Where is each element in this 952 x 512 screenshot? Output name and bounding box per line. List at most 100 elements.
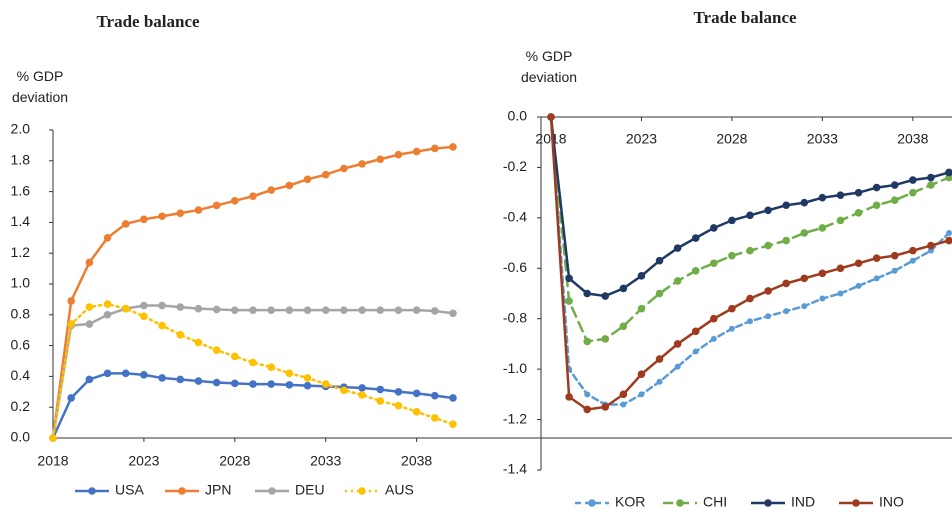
point: [303, 306, 312, 314]
legend-marker: [268, 487, 276, 495]
point: [601, 335, 610, 343]
point: [158, 374, 166, 382]
y-tick-label: 1.2: [11, 244, 31, 260]
y-tick-label: 1.8: [11, 152, 31, 168]
point: [249, 306, 257, 314]
point: [340, 306, 348, 314]
point: [927, 181, 935, 189]
point: [836, 264, 845, 273]
point: [909, 176, 917, 184]
point: [358, 384, 366, 392]
point: [746, 246, 754, 255]
point: [267, 363, 275, 371]
series-line: [51, 302, 455, 440]
legend-label: DEU: [295, 482, 325, 498]
point: [945, 236, 952, 245]
y-tick-label: 1.4: [11, 213, 31, 229]
point: [637, 370, 646, 378]
series-line: [51, 145, 455, 440]
point: [655, 256, 664, 265]
point: [212, 346, 221, 355]
point: [158, 212, 166, 221]
series-line: [51, 304, 455, 440]
y-tick-label: 0.0: [508, 108, 528, 124]
point: [412, 147, 421, 156]
point: [890, 251, 899, 260]
point: [800, 198, 809, 207]
point: [85, 303, 94, 311]
point: [394, 150, 403, 159]
point: [449, 420, 457, 428]
x-tick-label: 2038: [401, 453, 432, 469]
y-tick-label: -1.2: [503, 410, 527, 426]
legend-marker: [588, 499, 596, 507]
point: [854, 259, 863, 268]
point: [249, 192, 257, 201]
point: [267, 186, 275, 194]
legend-marker: [852, 499, 860, 507]
point: [655, 289, 664, 298]
point: [340, 164, 348, 173]
point: [321, 380, 330, 388]
point: [158, 301, 166, 310]
point: [728, 304, 736, 313]
legend-label: INO: [879, 494, 904, 510]
point: [103, 300, 112, 308]
point: [285, 306, 294, 314]
point: [212, 201, 221, 210]
legend-label: AUS: [385, 482, 414, 498]
y-tick-label: -0.4: [503, 209, 527, 225]
point: [673, 340, 682, 348]
point: [231, 379, 239, 388]
point: [376, 385, 385, 394]
point: [85, 320, 94, 328]
point: [394, 401, 403, 410]
point: [890, 181, 899, 189]
point: [212, 305, 221, 314]
point: [728, 251, 736, 260]
point: [747, 318, 753, 325]
point: [103, 369, 112, 378]
point: [431, 391, 439, 400]
point: [819, 295, 826, 302]
x-tick-label: 2023: [128, 453, 159, 469]
point: [565, 393, 573, 401]
point: [358, 160, 366, 168]
point: [710, 335, 717, 342]
point: [583, 405, 591, 414]
point: [619, 322, 628, 331]
point: [854, 209, 863, 217]
point: [285, 381, 294, 389]
point: [746, 211, 754, 220]
point: [927, 247, 934, 254]
point: [764, 287, 772, 295]
point: [836, 191, 845, 199]
point: [212, 378, 221, 387]
point: [449, 394, 457, 402]
legend-label: CHI: [703, 494, 727, 510]
point: [656, 378, 663, 385]
point: [412, 389, 421, 398]
point: [872, 183, 881, 192]
point: [376, 397, 385, 405]
point: [176, 209, 185, 217]
point: [638, 391, 645, 398]
legend-marker: [178, 487, 186, 495]
point: [85, 258, 94, 267]
point: [691, 327, 700, 336]
y-axis-label: % GDP deviation: [520, 48, 578, 85]
point: [764, 206, 772, 215]
point: [194, 338, 203, 347]
point: [909, 257, 916, 264]
point: [710, 259, 718, 268]
point: [231, 306, 239, 314]
point: [783, 308, 790, 315]
point: [103, 311, 112, 319]
x-tick-label: 2033: [807, 131, 838, 147]
legend-label: JPN: [205, 482, 231, 498]
point: [728, 325, 735, 332]
point: [854, 188, 863, 197]
point: [412, 408, 421, 416]
point: [303, 381, 312, 390]
point: [285, 181, 294, 190]
